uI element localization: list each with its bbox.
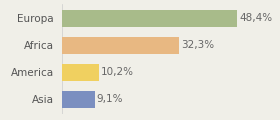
Bar <box>62 91 95 108</box>
Text: 32,3%: 32,3% <box>181 40 214 50</box>
Text: 48,4%: 48,4% <box>239 13 272 23</box>
Text: 10,2%: 10,2% <box>101 67 134 77</box>
Bar <box>62 64 99 81</box>
Bar <box>62 10 237 27</box>
Bar <box>62 37 179 54</box>
Text: 9,1%: 9,1% <box>97 94 123 104</box>
